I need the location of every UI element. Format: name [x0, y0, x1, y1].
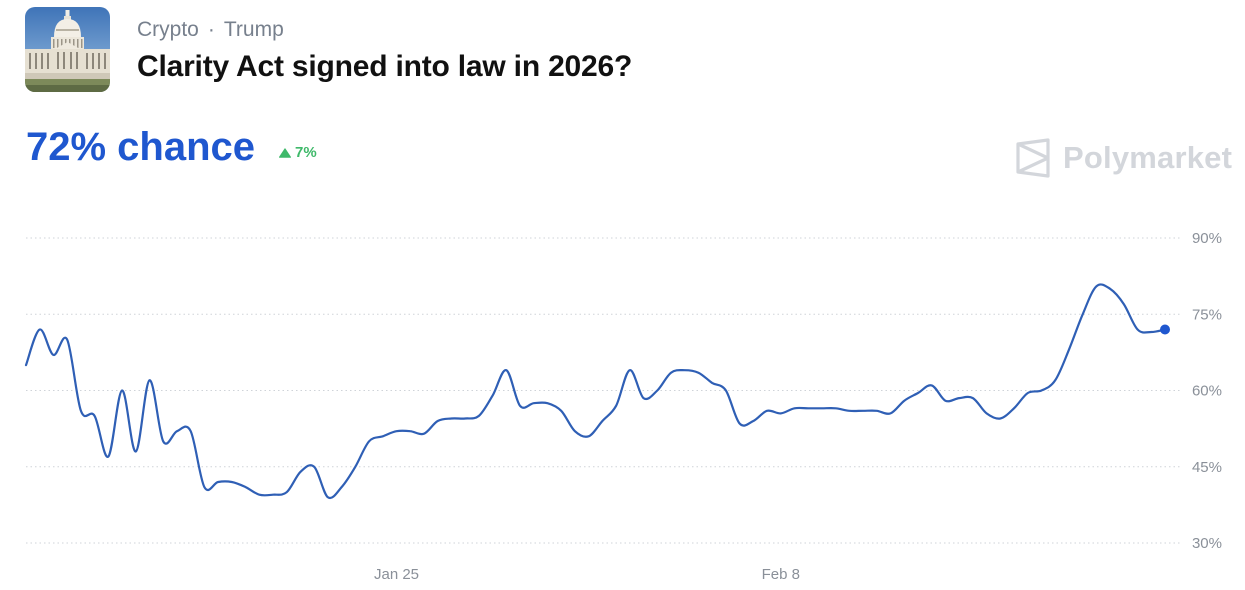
x-tick-label: Feb 8: [762, 566, 800, 583]
y-tick-label: 75%: [1192, 306, 1222, 323]
y-tick-label: 60%: [1192, 383, 1222, 400]
y-tick-label: 90%: [1192, 230, 1222, 247]
y-tick-label: 30%: [1192, 535, 1222, 552]
series-line: [24, 283, 1167, 500]
end-point-marker[interactable]: [1160, 324, 1170, 335]
breadcrumb-separator: ·: [207, 18, 215, 41]
polymarket-logo-icon: [1016, 138, 1050, 178]
market-title[interactable]: Clarity Act signed into law in 2026?: [137, 50, 633, 83]
market-thumbnail[interactable]: [25, 7, 110, 92]
change-value: 7%: [295, 144, 317, 161]
x-tick-label: Jan 25: [374, 566, 419, 583]
change-indicator: 7%: [279, 144, 317, 161]
triangle-up-icon: [279, 147, 291, 158]
breadcrumb: Crypto · Trump: [137, 18, 284, 42]
breadcrumb-category[interactable]: Crypto: [137, 18, 199, 41]
capitol-building-icon: [25, 7, 110, 92]
chance-value: 72% chance: [26, 125, 256, 169]
brand-name: Polymarket: [1063, 140, 1233, 175]
y-tick-label: 45%: [1192, 459, 1222, 476]
breadcrumb-subcategory[interactable]: Trump: [223, 18, 284, 41]
polymarket-brand[interactable]: Polymarket: [1015, 138, 1232, 178]
